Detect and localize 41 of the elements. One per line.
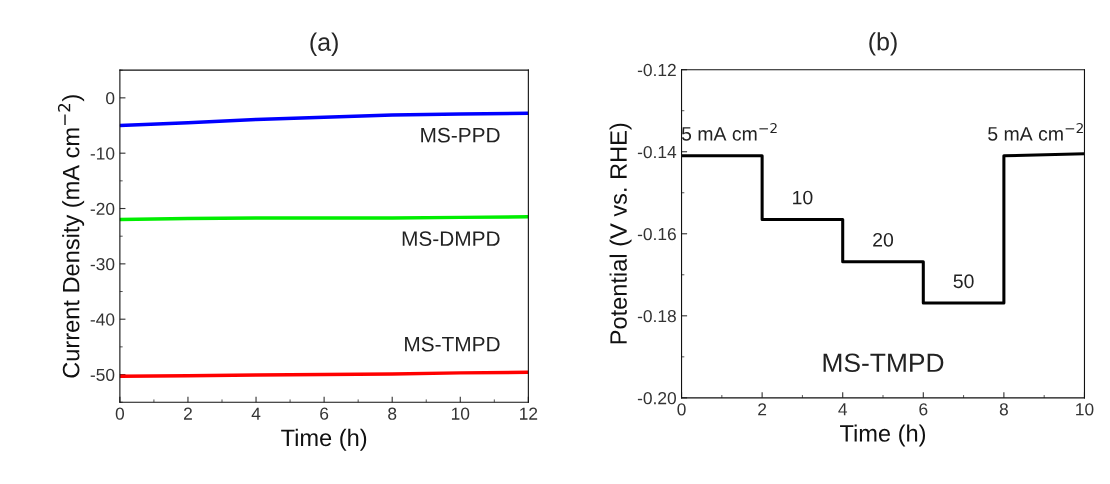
x-tick-label: 4 [838,403,848,416]
annotation: 20 [873,232,894,247]
x-tick-label: 2 [758,403,767,416]
y-tick-label: -0.16 [637,227,676,241]
series-label: MS-PPD [421,127,500,143]
y-axis-title: Current Density (mA cm$^{−2}$) [57,95,85,378]
x-tick-label: 4 [251,407,261,420]
line-series [119,111,529,128]
chart-title: (b) [869,32,897,56]
x-tick-label: 0 [677,403,686,416]
annotation: 10 [793,190,813,205]
series-label: MS-DMPD [402,231,500,247]
series-label: MS-TMPD [405,336,500,352]
y-tick-label: -20 [90,202,115,215]
series-label: MS-TMPD [823,353,944,373]
x-tick-label: 6 [919,403,928,416]
y-tick-label: -0.14 [637,145,677,159]
x-tick-label: 12 [520,407,538,420]
annotation: 5 mA cm$^{−2}$ [681,123,777,141]
y-tick-label: -10 [90,147,115,160]
x-axis-title: Time (h) [281,428,367,451]
x-tick-label: 10 [1076,403,1094,416]
y-axis-title: Potential (V vs. RHE) [609,123,632,344]
y-tick-label: -50 [90,368,115,381]
x-tick-label: 10 [451,407,470,420]
line-series [681,152,1085,305]
y-tick-label: -40 [90,313,115,326]
x-tick-label: 6 [320,407,329,420]
y-tick-label: -0.18 [637,309,676,323]
y-tick-label: -0.12 [637,63,676,77]
annotation: 5 mA cm$^{−2}$ [988,123,1083,141]
y-tick-label: 0 [106,92,115,105]
x-tick-label: 0 [115,407,125,420]
chart-title: (a) [310,32,338,56]
x-tick-label: 2 [184,407,192,420]
x-tick-label: 8 [999,403,1008,416]
x-axis-title: Time (h) [840,424,926,447]
y-tick-label: -30 [90,258,115,271]
annotation: 50 [953,274,974,289]
x-tick-label: 8 [388,407,397,420]
y-tick-label: -0.20 [637,392,676,405]
